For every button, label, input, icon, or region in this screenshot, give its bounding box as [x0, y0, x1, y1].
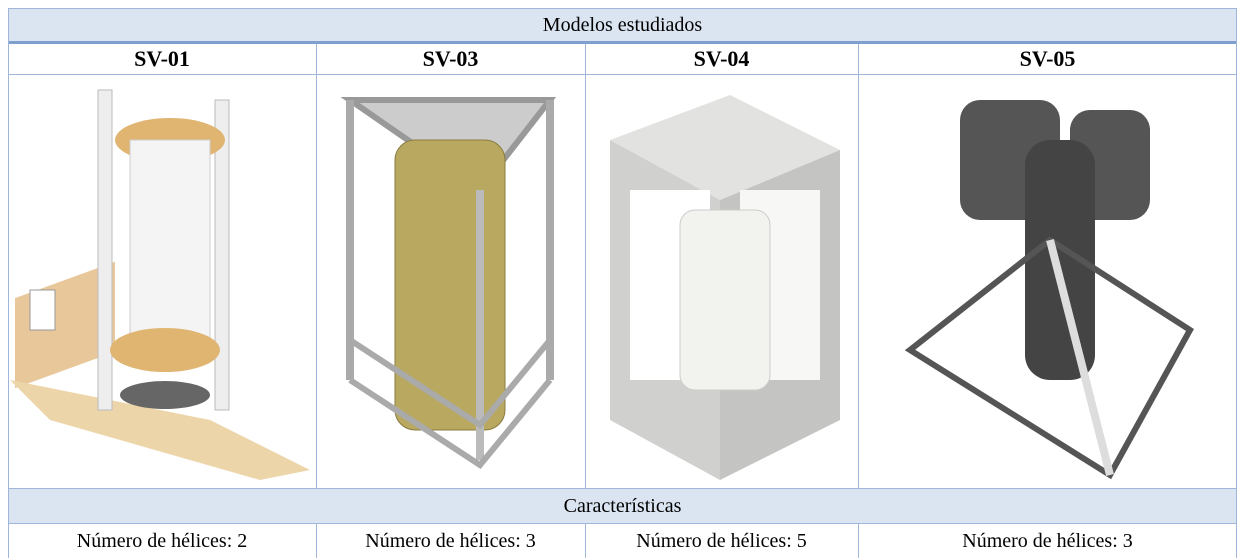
- model-image: [904, 100, 1194, 480]
- model-image: [10, 89, 310, 480]
- feature-cell: Número de hélices: 3: [365, 529, 536, 552]
- model-name: SV-04: [693, 46, 750, 71]
- model-image: [340, 97, 557, 469]
- table-title: Modelos estudiados: [8, 8, 1237, 42]
- model-name: SV-05: [1019, 46, 1076, 71]
- model-image: [610, 95, 840, 480]
- section-title: Características: [8, 489, 1237, 523]
- model-name: SV-01: [134, 46, 190, 71]
- model-name: SV-03: [422, 46, 479, 71]
- feature-cell: Número de hélices: 5: [636, 529, 807, 552]
- feature-cell: Número de hélices: 2: [76, 529, 248, 552]
- feature-cell: Número de hélices: 3: [962, 529, 1133, 552]
